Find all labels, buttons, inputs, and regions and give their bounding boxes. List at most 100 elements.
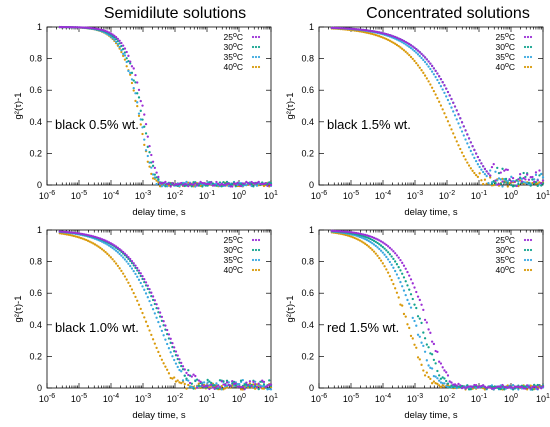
data-point — [438, 384, 441, 387]
data-point — [374, 237, 377, 240]
data-point — [132, 89, 135, 92]
y-tick-label: 0.2 — [29, 351, 42, 361]
data-point — [526, 182, 529, 185]
data-point — [360, 240, 363, 243]
data-point — [374, 244, 377, 248]
data-point — [125, 65, 128, 68]
data-point — [111, 258, 114, 261]
data-point — [181, 368, 185, 371]
data-point — [238, 183, 241, 187]
data-point — [268, 379, 271, 382]
data-point — [120, 269, 123, 273]
data-point — [137, 112, 141, 115]
data-point — [104, 239, 107, 242]
data-point — [148, 161, 151, 164]
data-point — [423, 318, 427, 322]
data-point — [176, 365, 179, 369]
data-point — [157, 311, 160, 314]
data-point — [180, 364, 183, 368]
data-point — [239, 379, 243, 382]
data-point — [215, 184, 218, 187]
data-point — [164, 338, 167, 341]
data-point — [371, 29, 374, 33]
data-point — [497, 177, 501, 180]
data-point — [496, 385, 499, 388]
data-point — [483, 178, 487, 181]
data-point — [434, 349, 437, 353]
data-point — [401, 285, 404, 288]
data-point — [374, 33, 377, 37]
data-point — [125, 60, 128, 64]
data-point — [381, 245, 384, 249]
data-point — [429, 366, 432, 369]
sample-annotation: black 0.5% wt. — [55, 117, 139, 132]
data-point — [501, 167, 504, 170]
data-point — [334, 229, 337, 233]
data-point — [167, 372, 171, 375]
data-point — [358, 28, 362, 31]
data-point — [88, 26, 91, 30]
data-point — [448, 386, 451, 389]
data-point — [141, 126, 144, 129]
data-point — [351, 27, 355, 31]
data-point — [367, 245, 370, 248]
data-point — [385, 268, 388, 271]
data-point — [402, 42, 406, 45]
data-point — [187, 369, 190, 372]
data-point — [192, 183, 195, 186]
legend-marker — [254, 258, 258, 262]
data-point — [485, 182, 488, 185]
data-point — [423, 74, 427, 77]
data-point — [420, 69, 423, 72]
data-point — [416, 49, 420, 52]
x-tick-label: 10-1 — [199, 190, 215, 201]
data-point — [238, 383, 241, 386]
data-point — [143, 288, 146, 291]
data-point — [194, 374, 197, 378]
data-point — [541, 176, 545, 179]
data-point — [210, 381, 213, 385]
data-point — [183, 368, 186, 371]
data-point — [392, 282, 395, 286]
data-point — [250, 182, 253, 186]
data-point — [531, 388, 534, 391]
data-point — [409, 334, 413, 338]
data-point — [176, 183, 179, 186]
data-point — [137, 114, 141, 118]
data-point — [181, 184, 185, 187]
data-point — [132, 270, 135, 273]
data-point — [234, 384, 237, 387]
data-point — [118, 252, 121, 256]
y-tick-label: 1 — [37, 225, 42, 235]
data-point — [136, 269, 139, 272]
x-tick-label: 10-6 — [311, 393, 327, 404]
data-point — [418, 358, 421, 361]
data-point — [430, 340, 434, 343]
data-point — [134, 92, 137, 95]
data-point — [241, 385, 244, 389]
data-point — [227, 182, 230, 185]
data-point — [248, 183, 252, 186]
data-point — [427, 80, 430, 83]
data-point — [411, 297, 414, 301]
data-point — [106, 243, 109, 246]
y-tick-label: 1 — [37, 22, 42, 32]
data-point — [511, 179, 515, 183]
x-axis-label: delay time, s — [132, 410, 186, 421]
data-point — [459, 386, 462, 389]
panel-black-1.0: 10-6 10-5 10-4 10-3 10-2 10-1 100 101 0 0.2 0.4 0.6… — [13, 225, 278, 421]
data-point — [262, 380, 266, 384]
data-point — [174, 182, 178, 186]
data-point — [392, 250, 395, 253]
data-point — [394, 260, 397, 263]
data-point — [434, 75, 437, 79]
y-tick-label: 0.8 — [29, 54, 42, 64]
data-point — [490, 385, 494, 389]
data-point — [439, 362, 443, 365]
data-point — [397, 277, 400, 280]
legend-marker — [529, 65, 533, 69]
data-point — [394, 35, 397, 39]
data-point — [62, 25, 65, 29]
data-point — [518, 176, 522, 179]
data-point — [482, 165, 485, 168]
